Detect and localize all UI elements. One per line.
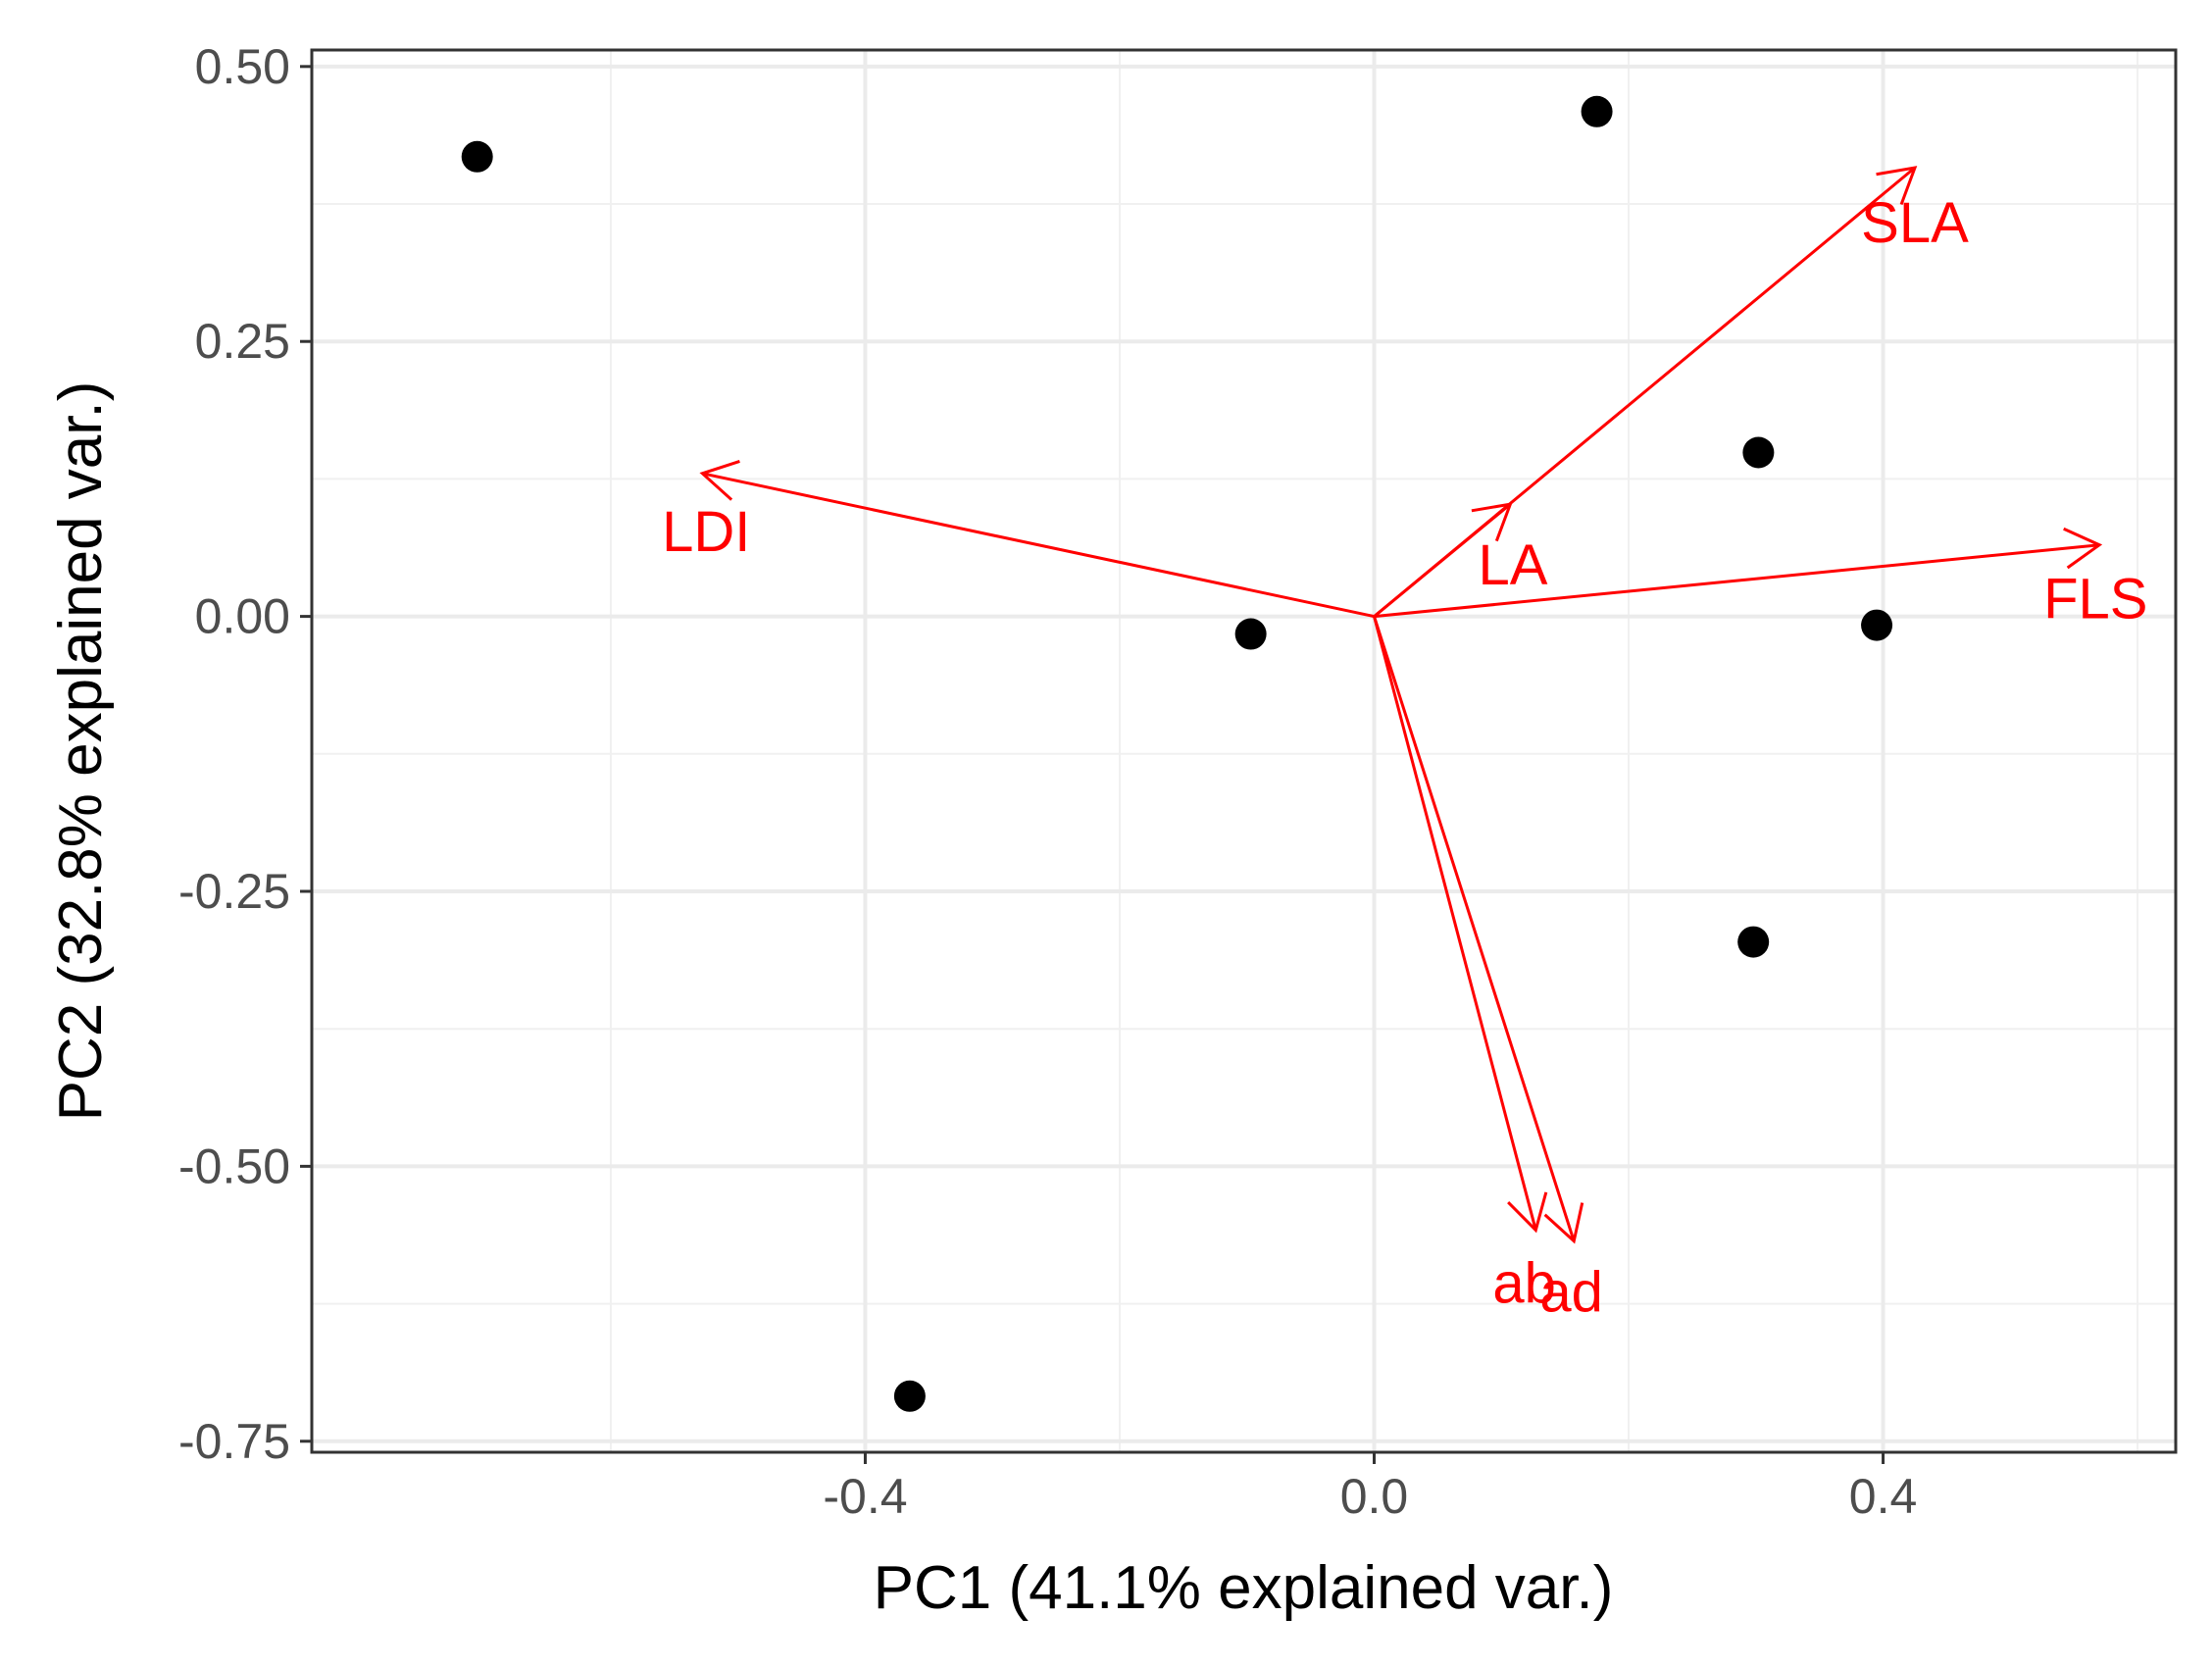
vector-shaft xyxy=(1374,543,2100,619)
score-point xyxy=(461,140,493,173)
vector-arrowhead xyxy=(1876,166,1918,206)
vector-shaft xyxy=(1373,616,1576,1242)
y-tick-label: 0.25 xyxy=(195,314,290,369)
y-tick-label: 0.00 xyxy=(195,589,290,644)
vector-arrowhead xyxy=(2063,527,2103,570)
vector-arrowhead xyxy=(699,460,740,501)
grid-lines xyxy=(312,50,2176,1452)
loading-vector-ad xyxy=(1373,616,1584,1244)
loading-vector-la xyxy=(1373,502,1513,618)
y-axis-ticks: -0.75 -0.50 -0.25 0.00 0.25 0.50 xyxy=(178,39,312,1469)
score-point xyxy=(1861,609,1893,641)
vector-arrowhead xyxy=(1507,1191,1548,1234)
score-points xyxy=(461,95,1893,1412)
loading-vector-ldi xyxy=(699,460,1375,619)
x-axis-ticks: -0.4 0.0 0.4 xyxy=(823,1452,1917,1524)
loading-label-ad: ad xyxy=(1539,1260,1603,1324)
y-tick-label: 0.50 xyxy=(195,39,290,94)
x-tick-label: 0.0 xyxy=(1340,1469,1409,1524)
loading-vectors xyxy=(699,166,2103,1244)
score-point xyxy=(1581,95,1613,127)
score-point xyxy=(1742,436,1775,469)
y-tick-label: -0.75 xyxy=(178,1414,290,1469)
vector-shaft xyxy=(1373,616,1537,1231)
loading-label-la: LA xyxy=(1478,533,1547,597)
plot-panel xyxy=(312,50,2176,1452)
vector-shaft xyxy=(1373,503,1512,618)
y-tick-label: -0.25 xyxy=(178,864,290,919)
loading-label-ldi: LDI xyxy=(662,500,750,564)
plot-border xyxy=(310,48,2178,1454)
vector-arrowhead xyxy=(1471,502,1513,542)
loading-label-fls: FLS xyxy=(2043,568,2147,631)
y-axis-title: PC2 (32.8% explained var.) xyxy=(47,381,115,1122)
loading-vector-ab xyxy=(1373,616,1548,1234)
score-point xyxy=(1737,926,1770,958)
score-point xyxy=(1234,618,1267,650)
x-tick-label: 0.4 xyxy=(1849,1469,1918,1524)
loading-label-sla: SLA xyxy=(1861,191,1969,255)
x-tick-label: -0.4 xyxy=(823,1469,907,1524)
x-axis-title: PC1 (41.1% explained var.) xyxy=(874,1554,1614,1622)
score-point xyxy=(893,1380,926,1412)
y-tick-label: -0.50 xyxy=(178,1138,290,1193)
loading-vector-fls xyxy=(1374,527,2103,619)
vector-shaft xyxy=(702,472,1375,619)
loading-label-ab: ab xyxy=(1492,1251,1556,1315)
vector-arrowhead xyxy=(1543,1202,1584,1244)
